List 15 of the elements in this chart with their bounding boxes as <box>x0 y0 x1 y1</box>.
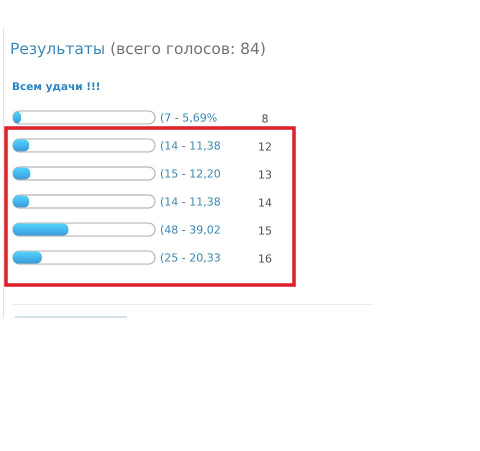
bar <box>13 252 42 264</box>
y-tick-label: 8 <box>262 112 268 126</box>
text: Результаты (всего голосов: 84) <box>10 40 266 58</box>
y-tick-label: 14 <box>258 196 272 210</box>
y-tick-label: 13 <box>258 168 272 182</box>
data-label: (48 - 39,02 <box>160 224 221 237</box>
y-tick-label: 15 <box>258 224 272 238</box>
chart-subtitle: Всем удачи !!! <box>12 81 101 93</box>
y-tick-label: 12 <box>258 140 272 154</box>
data-label: (7 - 5,69% <box>160 111 218 124</box>
data-label: (15 - 12,20 <box>160 167 221 180</box>
y-tick-label: 16 <box>258 252 272 266</box>
data-label: (14 - 11,38 <box>160 139 221 152</box>
data-label: (25 - 20,33 <box>160 252 221 265</box>
data-label: (14 - 11,38 <box>160 196 221 209</box>
